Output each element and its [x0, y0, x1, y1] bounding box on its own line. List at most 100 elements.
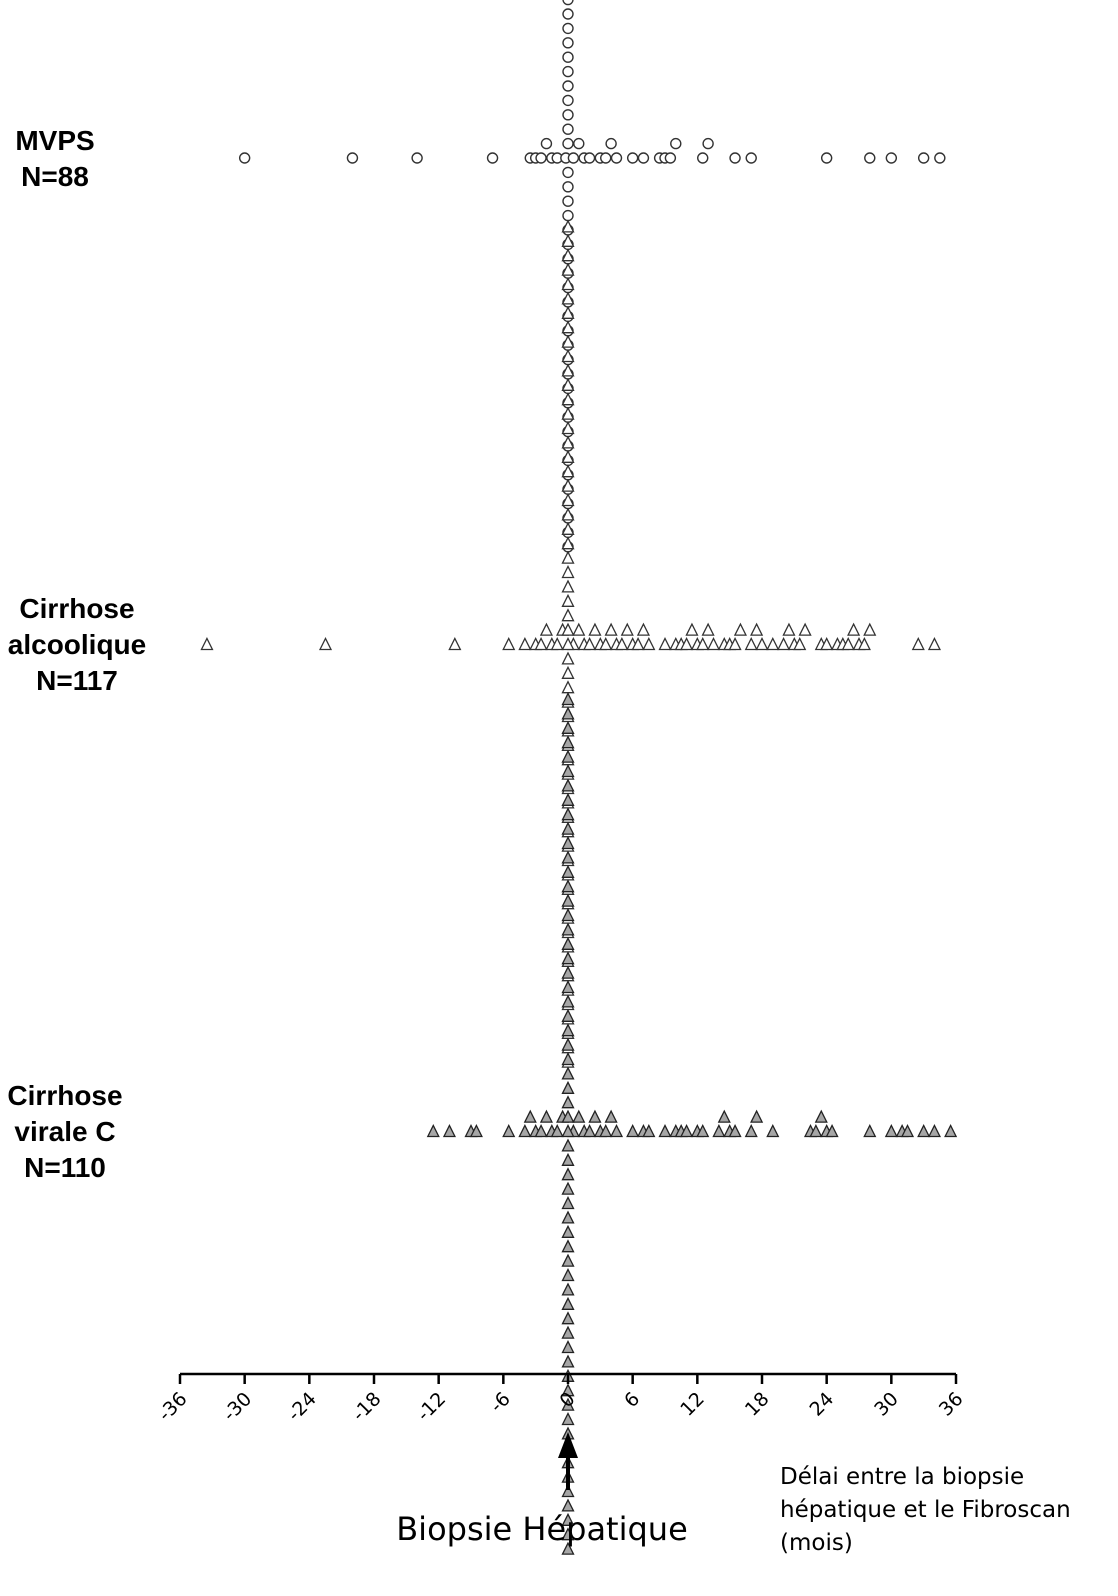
data-point: [561, 1354, 575, 1368]
data-point: [642, 637, 656, 651]
data-point: [561, 291, 575, 305]
data-point: [680, 637, 694, 651]
data-point: [561, 706, 575, 720]
data-point: [561, 792, 575, 806]
data-point: [550, 1124, 564, 1138]
data-point: [864, 152, 876, 164]
data-point: [561, 735, 575, 749]
data-point: [934, 152, 946, 164]
data-point: [583, 1124, 597, 1138]
x-tick-label: 18: [741, 1388, 774, 1421]
data-point: [841, 637, 855, 651]
data-point: [636, 622, 650, 636]
data-point: [550, 637, 564, 651]
data-point: [712, 1124, 726, 1138]
data-point: [561, 864, 575, 878]
data-point: [561, 1541, 575, 1555]
data-point: [535, 152, 547, 164]
data-point: [561, 1412, 575, 1426]
data-point: [561, 320, 575, 334]
data-point: [562, 8, 574, 20]
data-point: [562, 51, 574, 63]
data-point: [561, 1512, 575, 1526]
arrow-head-icon: [558, 1432, 578, 1458]
data-point: [561, 951, 575, 965]
data-point: [561, 550, 575, 564]
data-point: [561, 1484, 575, 1498]
data-point: [561, 421, 575, 435]
data-point: [944, 1124, 958, 1138]
data-point: [561, 936, 575, 950]
data-point: [583, 637, 597, 651]
data-point: [469, 1124, 483, 1138]
data-point: [561, 449, 575, 463]
data-point: [927, 637, 941, 651]
data-point: [561, 850, 575, 864]
data-point: [820, 637, 834, 651]
data-point: [798, 622, 812, 636]
data-point: [442, 1124, 456, 1138]
data-point: [561, 464, 575, 478]
data-point: [561, 579, 575, 593]
data-point: [573, 137, 585, 150]
data-point: [777, 637, 791, 651]
data-point: [561, 1296, 575, 1310]
data-point: [599, 637, 613, 651]
data-point: [561, 1340, 575, 1354]
data-point: [448, 637, 462, 651]
data-point: [631, 637, 645, 651]
data-point: [744, 1124, 758, 1138]
data-point: [733, 622, 747, 636]
data-point: [744, 637, 758, 651]
data-point: [561, 836, 575, 850]
data-point: [728, 637, 742, 651]
data-point: [562, 80, 574, 92]
x-tick-label: 0: [555, 1388, 579, 1412]
data-point: [561, 1253, 575, 1267]
data-point: [561, 807, 575, 821]
data-point: [561, 1080, 575, 1094]
data-point: [561, 1311, 575, 1325]
data-point: [411, 152, 423, 164]
data-point: [885, 152, 898, 164]
data-point: [561, 893, 575, 907]
data-point: [562, 181, 574, 193]
data-point: [561, 521, 575, 535]
data-point: [562, 37, 574, 49]
x-tick-label: -24: [283, 1388, 321, 1426]
group-label-line: virale C: [14, 1116, 115, 1147]
data-point: [561, 1210, 575, 1224]
x-axis-ticks: [178, 1374, 958, 1384]
data-point: [561, 994, 575, 1008]
data-point: [561, 363, 575, 377]
data-point: [561, 233, 575, 247]
data-point: [561, 1167, 575, 1181]
data-point: [561, 720, 575, 734]
group-label-line: Cirrhose: [19, 593, 134, 624]
data-point: [745, 152, 757, 164]
data-point: [426, 1124, 440, 1138]
x-axis-tick-labels: -36 -30 -24 -18 -12 -6 0 6 12 18 24 30 36: [154, 1388, 968, 1426]
data-point: [863, 1124, 877, 1138]
data-point: [793, 637, 807, 651]
group-label-line: N=117: [36, 665, 118, 696]
data-point: [518, 1124, 532, 1138]
data-point: [561, 435, 575, 449]
data-point: [561, 392, 575, 406]
data-point: [561, 821, 575, 835]
data-point: [561, 1268, 575, 1282]
reference-marker: Biopsie Hépatique: [396, 1432, 688, 1548]
data-point: [561, 764, 575, 778]
data-point: [562, 137, 574, 150]
data-point: [685, 622, 699, 636]
data-point: [561, 1196, 575, 1210]
data-point: [486, 152, 499, 164]
data-point: [561, 651, 575, 665]
data-point: [561, 262, 575, 276]
data-point: [927, 1124, 941, 1138]
data-point: [583, 152, 596, 164]
data-point: [782, 622, 796, 636]
x-tick-label: 12: [676, 1388, 709, 1421]
data-point: [857, 637, 871, 651]
data-point: [561, 406, 575, 420]
